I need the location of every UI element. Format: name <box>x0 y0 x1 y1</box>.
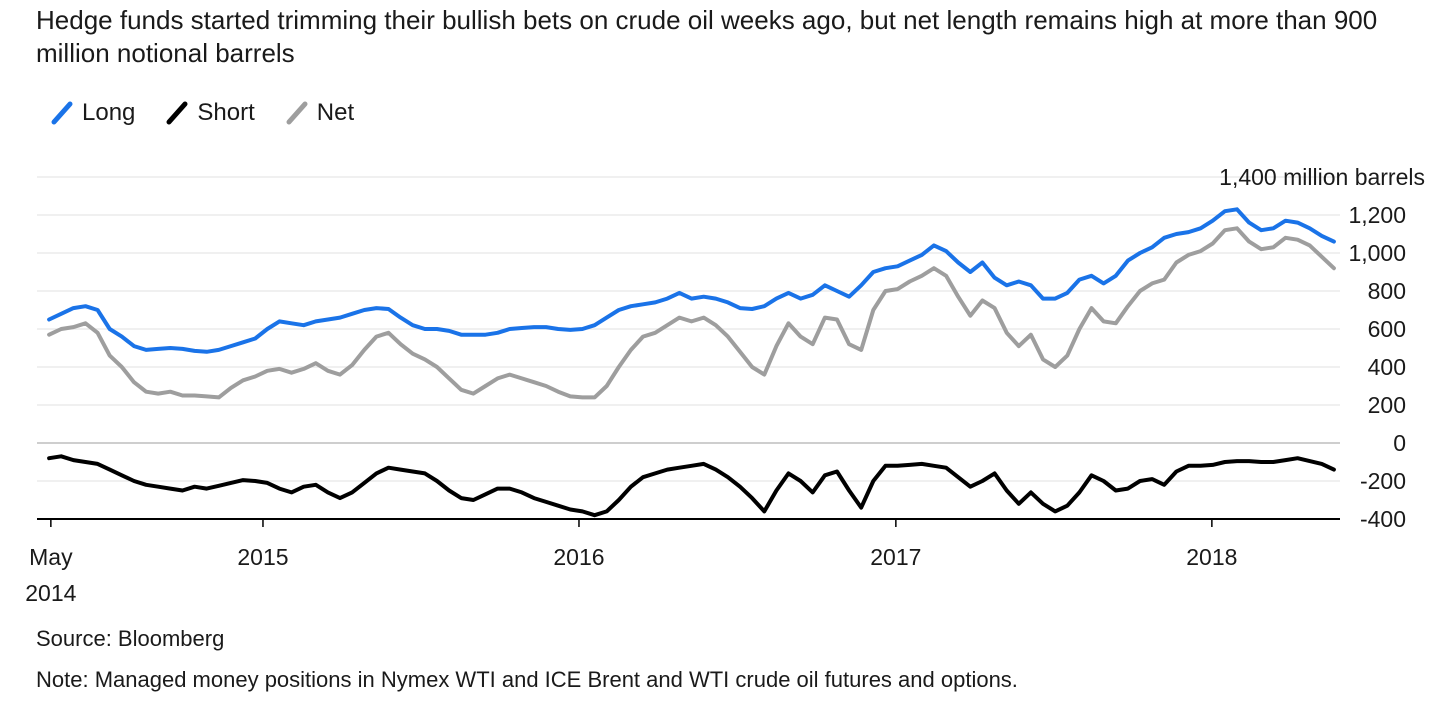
chart-legend: Long Short Net <box>50 96 354 130</box>
legend-label-net: Net <box>316 99 355 126</box>
x-tick-label: 2017 <box>870 544 921 570</box>
source-note: Source: Bloomberg <box>36 626 225 651</box>
x-tick-label: May <box>29 544 73 570</box>
chart-title: Hedge funds started trimming their bulli… <box>36 5 1378 68</box>
legend-label-long: Long <box>82 99 136 126</box>
y-tick-label: -200 <box>1360 468 1406 494</box>
legend-item-net: Net <box>285 99 354 127</box>
series-line-net <box>47 226 1336 400</box>
y-tick-label: 1,200 <box>1348 202 1406 228</box>
legend-swatch-long <box>51 101 73 125</box>
y-tick-label: 800 <box>1368 278 1406 304</box>
y-axis-labels: 1,200 1,000 800 600 400 200 0 -200 -400 <box>1348 202 1406 532</box>
legend-swatch-net <box>286 101 308 125</box>
legend-swatch-short <box>166 101 188 125</box>
footnote: Note: Managed money positions in Nymex W… <box>36 667 1018 692</box>
legend-item-short: Short <box>165 99 255 127</box>
y-tick-label: 200 <box>1368 392 1406 418</box>
x-axis: May 2014 2015 2016 2017 2018 <box>25 519 1237 606</box>
y-tick-label: 600 <box>1368 316 1406 342</box>
y-tick-label: 1,000 <box>1348 240 1406 266</box>
y-axis-unit-label: 1,400 million barrels <box>1219 164 1425 190</box>
legend-label-short: Short <box>197 99 255 126</box>
y-tick-label: 0 <box>1393 430 1406 456</box>
x-tick-label: 2015 <box>237 544 288 570</box>
x-tick-label: 2016 <box>553 544 604 570</box>
x-tick-label: 2018 <box>1186 544 1237 570</box>
series-line-short <box>47 454 1336 518</box>
y-tick-label: -400 <box>1360 506 1406 532</box>
y-tick-label: 400 <box>1368 354 1406 380</box>
x-tick-label: 2014 <box>25 580 76 606</box>
line-chart: May 2014 2015 2016 2017 2018 1,200 1,000 800 600… <box>25 164 1425 606</box>
series-lines <box>47 207 1336 518</box>
series-line-long <box>47 207 1336 354</box>
grid-lines <box>37 176 1340 520</box>
legend-item-long: Long <box>50 99 135 127</box>
